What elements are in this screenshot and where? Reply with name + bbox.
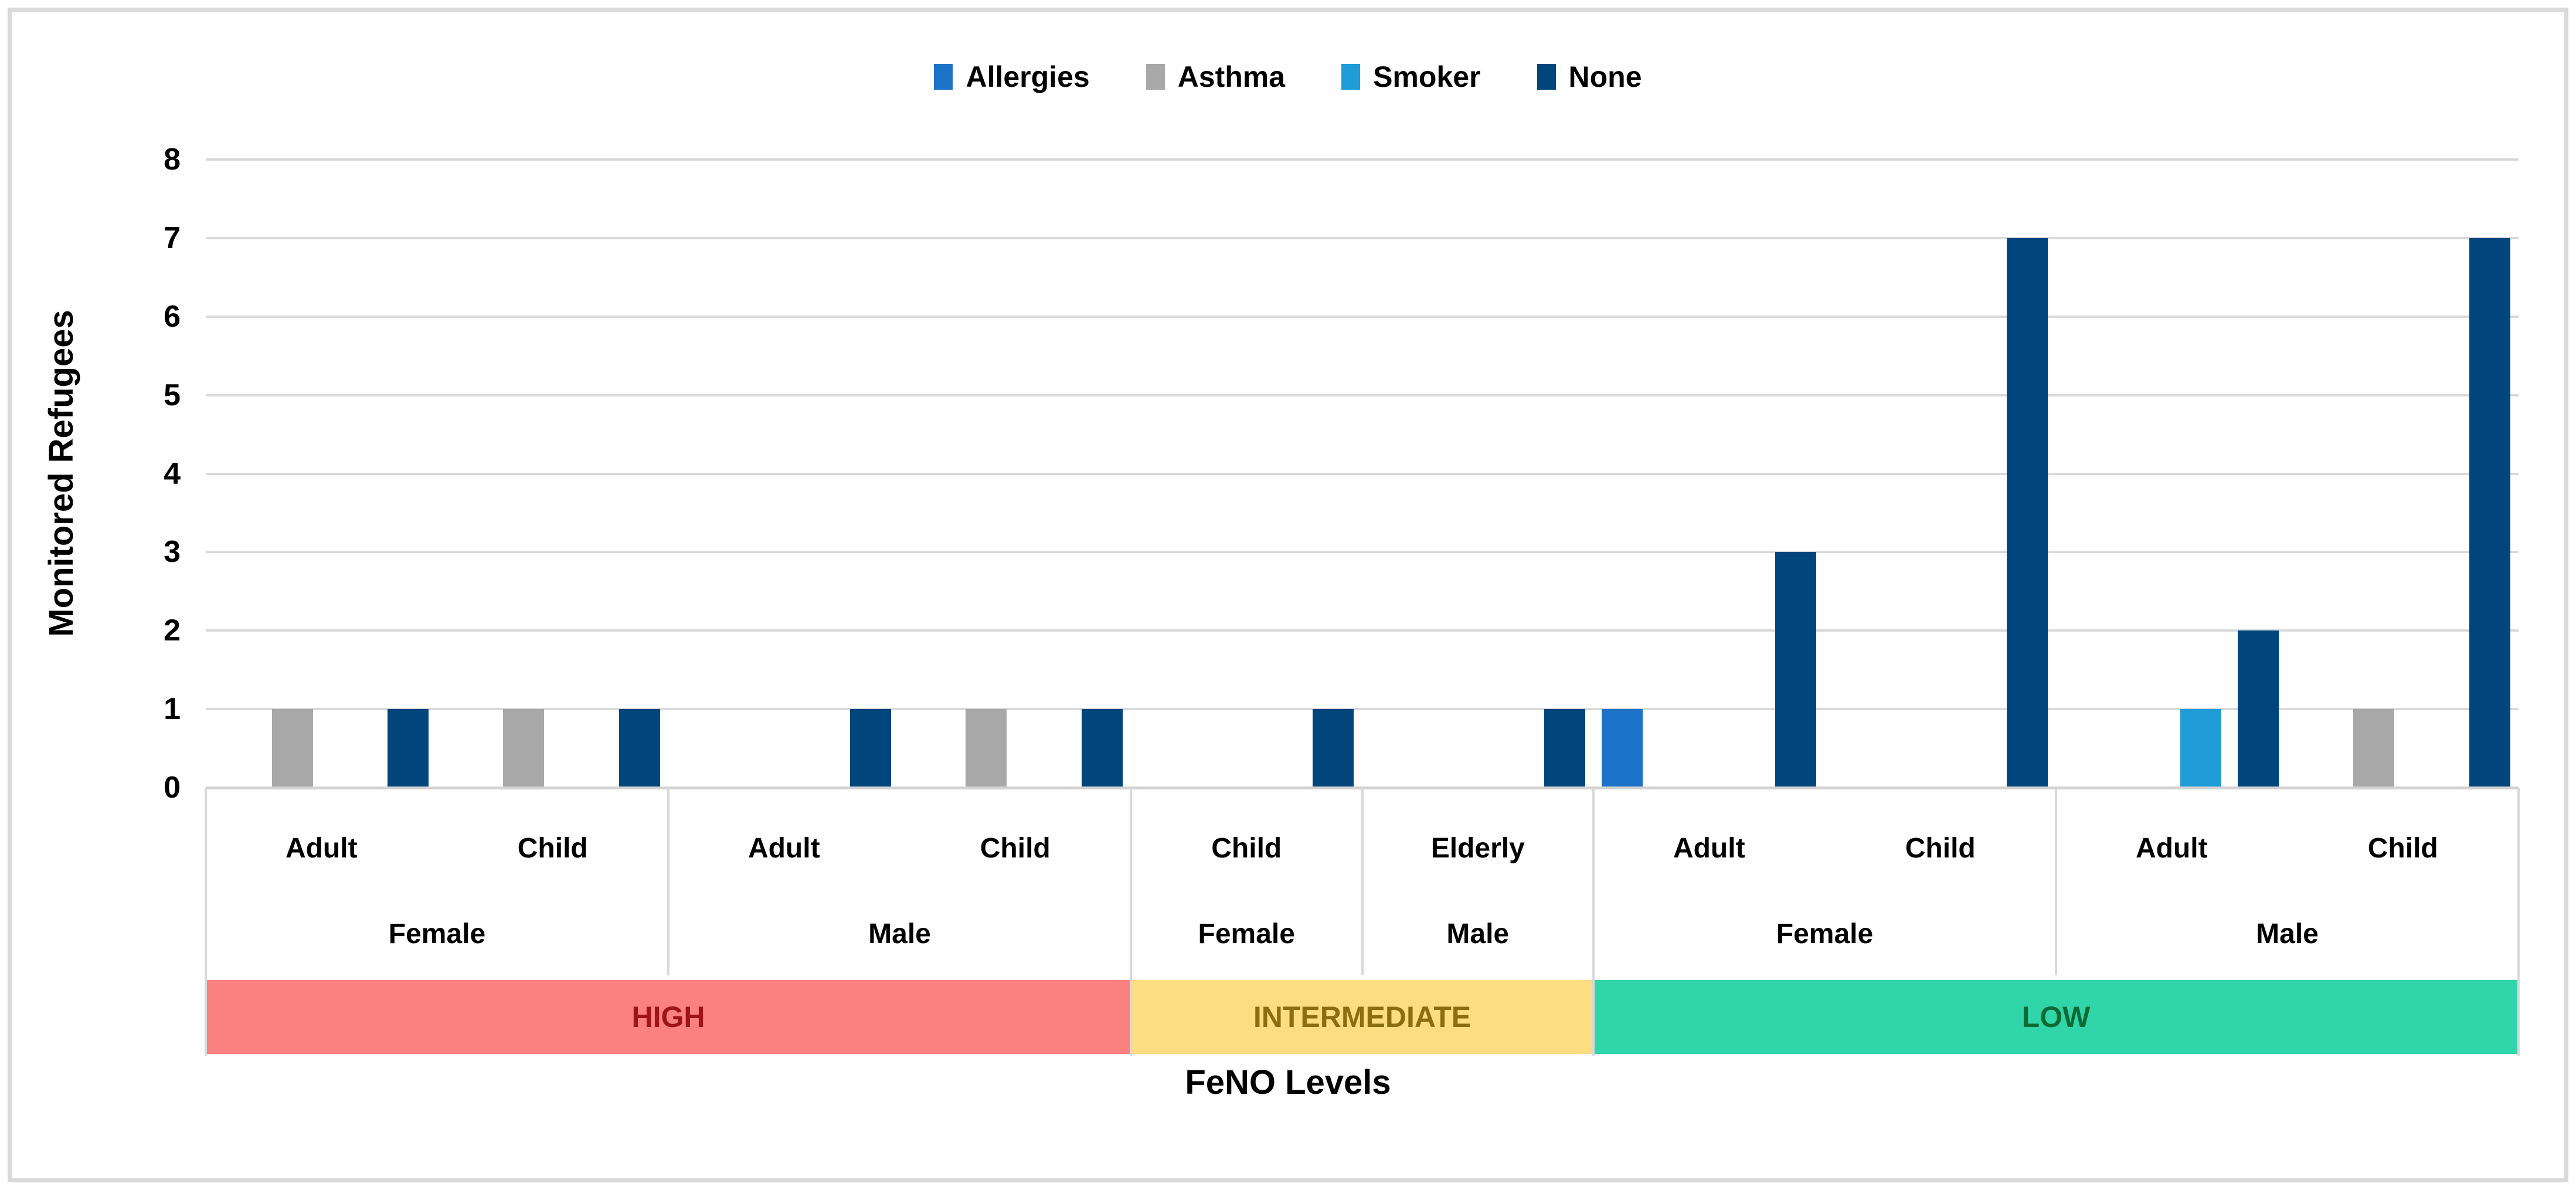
y-tick-label: 0 (164, 771, 181, 805)
legend-item-smoker: Smoker (1341, 60, 1481, 94)
y-tick-label: 1 (164, 692, 181, 727)
age-category-label: Adult (285, 833, 358, 864)
feno-band-high: HIGH (206, 980, 1131, 1054)
y-tick-label: 4 (164, 456, 181, 491)
axis-divider (2055, 788, 2057, 975)
bar-none (2006, 238, 2048, 788)
gridline (206, 629, 2519, 632)
gridline (206, 472, 2519, 475)
age-category-label: Child (517, 833, 588, 864)
legend-label: Allergies (966, 60, 1090, 93)
bar-asthma (966, 709, 1007, 788)
feno-band-low: LOW (1593, 980, 2519, 1054)
legend-swatch-allergies (934, 64, 953, 90)
bar-none (388, 709, 429, 788)
age-category-label: Adult (747, 833, 820, 864)
gender-category-label: Female (388, 918, 486, 950)
bar-none (1775, 552, 1817, 788)
y-axis-title: Monitored Refugees (42, 310, 80, 637)
legend-swatch-asthma (1146, 64, 1165, 90)
y-tick-label: 6 (164, 299, 181, 334)
bar-smoker (2180, 709, 2221, 788)
gridline (206, 708, 2519, 711)
age-category-label: Child (980, 833, 1051, 864)
age-category-label: Child (1905, 833, 1976, 864)
legend-item-asthma: Asthma (1146, 60, 1285, 94)
axis-divider (667, 788, 670, 975)
age-category-label: Elderly (1430, 833, 1525, 864)
age-category-label: Child (1211, 833, 1282, 864)
gridline (206, 315, 2519, 318)
gridline (206, 158, 2519, 161)
axis-divider (1592, 788, 1595, 1056)
y-tick-label: 7 (164, 221, 181, 255)
legend-label: Smoker (1373, 60, 1481, 93)
axis-divider (1361, 788, 1364, 975)
legend-swatch-smoker (1341, 64, 1361, 90)
bar-none (1544, 709, 1585, 788)
y-tick-label: 3 (164, 535, 181, 569)
feno-band-intermediate: INTERMEDIATE (1131, 980, 1593, 1054)
axis-divider (2517, 788, 2520, 1056)
bar-none (1313, 709, 1354, 788)
age-category-label: Child (2367, 833, 2438, 864)
x-axis-title: FeNO Levels (1185, 1063, 1391, 1101)
axis-divider (1130, 788, 1132, 1056)
bar-none (2469, 238, 2510, 788)
legend-label: None (1568, 60, 1642, 93)
legend: Allergies Asthma Smoker None (0, 60, 2576, 94)
bar-asthma (503, 709, 545, 788)
bar-asthma (2353, 709, 2395, 788)
feno-band-label: HIGH (631, 1001, 705, 1033)
bar-none (2238, 630, 2279, 788)
feno-band-label: INTERMEDIATE (1253, 1001, 1471, 1033)
bar-none (1081, 709, 1123, 788)
axis-divider (205, 788, 207, 1056)
bar-none (618, 709, 660, 788)
bar-allergies (1602, 709, 1643, 788)
gender-category-label: Female (1198, 918, 1295, 950)
legend-label: Asthma (1177, 60, 1286, 93)
legend-swatch-none (1537, 64, 1556, 90)
y-tick-label: 8 (164, 143, 181, 177)
y-tick-label: 2 (164, 613, 181, 648)
age-category-label: Adult (1673, 833, 1745, 864)
gender-category-label: Female (1776, 918, 1874, 950)
legend-item-none: None (1537, 60, 1642, 94)
bar-asthma (271, 709, 313, 788)
gender-category-label: Male (868, 918, 931, 950)
gridline (206, 394, 2519, 396)
legend-item-allergies: Allergies (934, 60, 1090, 94)
gender-category-label: Male (1446, 918, 1510, 950)
feno-band-label: LOW (2021, 1001, 2091, 1033)
y-tick-label: 5 (164, 378, 181, 412)
gridline (206, 551, 2519, 554)
age-category-label: Adult (2135, 833, 2208, 864)
gender-category-label: Male (2256, 918, 2319, 950)
gridline (206, 236, 2519, 239)
bar-none (850, 709, 892, 788)
